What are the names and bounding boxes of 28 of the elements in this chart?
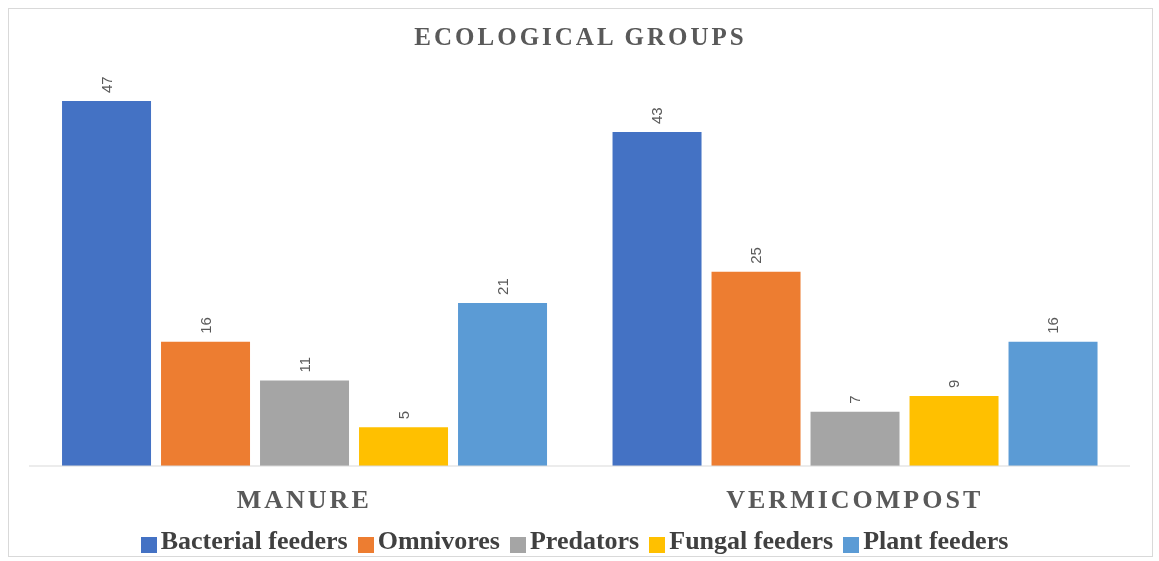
- bar: [810, 411, 900, 466]
- data-label: 21: [493, 278, 511, 295]
- bar: [909, 396, 999, 466]
- bar: [711, 271, 801, 466]
- bar: [62, 101, 152, 466]
- legend-label: Bacterial feeders: [160, 526, 348, 555]
- bar: [1008, 341, 1098, 466]
- x-tick-label: VERMICOMPOST: [726, 485, 984, 515]
- bar: [458, 302, 548, 466]
- data-label: 16: [196, 317, 214, 334]
- data-label: 43: [648, 107, 666, 125]
- legend-label: Omnivores: [377, 526, 500, 555]
- bar: [260, 380, 350, 466]
- chart-title: ECOLOGICAL GROUPS: [413, 22, 748, 51]
- legend-label: Predators: [529, 526, 640, 555]
- data-label: 7: [846, 395, 864, 404]
- legend-label: Plant feeders: [863, 526, 1009, 555]
- bar: [612, 132, 702, 466]
- data-label: 9: [945, 379, 963, 389]
- x-tick-label: MANURE: [236, 485, 372, 515]
- bar: [359, 427, 449, 466]
- bar: [161, 341, 251, 466]
- data-label: 11: [295, 357, 313, 373]
- data-label: 5: [394, 410, 412, 420]
- legend-label: Fungal feeders: [669, 526, 834, 555]
- data-label: 16: [1044, 317, 1062, 334]
- data-label: 47: [97, 76, 115, 93]
- data-label: 25: [747, 247, 765, 264]
